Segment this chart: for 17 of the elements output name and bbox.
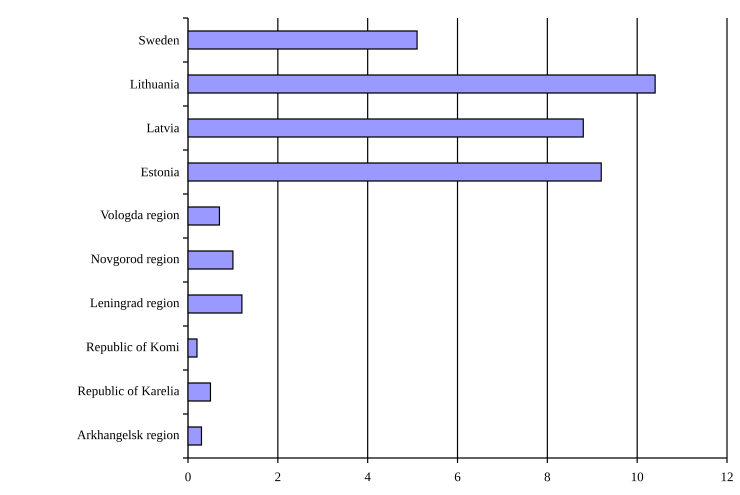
x-tick-label: 4 [364, 472, 371, 482]
y-tick-label: Latvia [146, 124, 180, 132]
y-tick-label: Leningrad region [90, 298, 180, 310]
y-tick-label: Arkhangelsk region [77, 430, 180, 442]
y-tick-label: Novgorod region [91, 254, 180, 266]
y-tick-label: Republic of Karelia [78, 386, 180, 398]
y-tick-label: Estonia [141, 168, 180, 176]
x-tick-label: 0 [185, 472, 191, 482]
x-tick-label: 2 [275, 472, 280, 482]
y-tick-label: Vologda region [100, 210, 180, 222]
y-tick-label: Sweden [139, 35, 180, 45]
x-tick-label: 10 [632, 472, 644, 482]
x-tick-label: 8 [544, 472, 550, 482]
y-tick-label: Lithuania [130, 79, 180, 89]
x-tick-label: 6 [454, 472, 460, 482]
y-tick-label: Republic of Komi [86, 342, 180, 354]
x-tick-label: 12 [722, 472, 733, 482]
